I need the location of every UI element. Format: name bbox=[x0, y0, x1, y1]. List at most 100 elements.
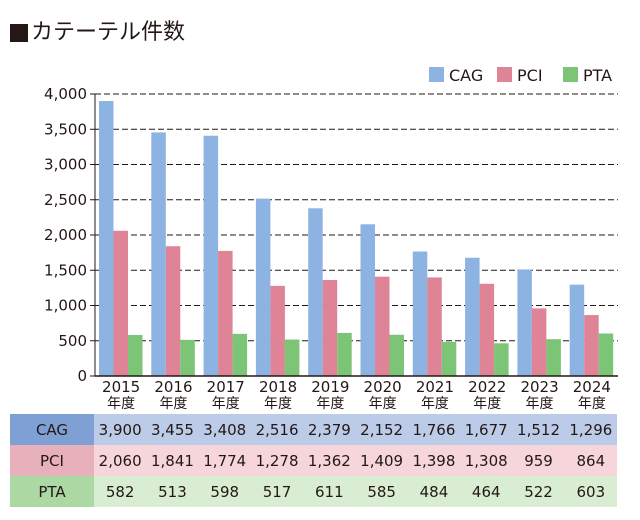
table-cell: 1,362 bbox=[303, 445, 356, 476]
bar-pci bbox=[427, 277, 442, 376]
legend-swatch-cag bbox=[429, 67, 444, 82]
data-table: CAG 3,900 3,455 3,408 2,516 2,379 2,152 1,766 1,… bbox=[10, 414, 617, 507]
table-cell: 2,516 bbox=[250, 414, 304, 445]
bar-pci bbox=[113, 230, 128, 376]
bar-cag bbox=[465, 257, 480, 376]
table-cell: 611 bbox=[303, 476, 356, 507]
y-tick-label: 2,500 bbox=[44, 191, 87, 209]
x-tick-suffix: 年度 bbox=[421, 396, 449, 410]
table-cell: 513 bbox=[146, 476, 199, 507]
y-tick-label: 500 bbox=[58, 332, 87, 350]
y-tick-label: 1,500 bbox=[44, 261, 87, 279]
table-cell: 484 bbox=[407, 476, 461, 507]
table-cell: 1,841 bbox=[146, 445, 199, 476]
table-row-pci: PCI 2,060 1,841 1,774 1,278 1,362 1,409 1,398 1,… bbox=[10, 445, 617, 476]
x-tick-label: 2015 bbox=[102, 378, 140, 396]
bar-pta bbox=[232, 333, 248, 376]
x-tick-suffix: 年度 bbox=[159, 396, 187, 410]
bar-cag bbox=[99, 101, 114, 377]
legend-label-cag: CAG bbox=[449, 66, 483, 85]
x-tick-label: 2020 bbox=[364, 378, 402, 396]
table-cell: 1,512 bbox=[512, 414, 565, 445]
bar-pta bbox=[128, 334, 143, 376]
table-cell: 3,408 bbox=[198, 414, 251, 445]
x-tick-label: 2022 bbox=[468, 378, 506, 396]
x-tick-suffix: 年度 bbox=[578, 396, 606, 410]
bar-cag bbox=[203, 135, 219, 376]
bar-chart: 0 500 1,000 1,500 2,000 2,500 3,000 3,500 4,000 2… bbox=[44, 66, 618, 410]
bar-pci bbox=[165, 246, 181, 376]
table-cell: 1,308 bbox=[460, 445, 513, 476]
legend-label-pci: PCI bbox=[517, 66, 543, 85]
table-cell: 1,677 bbox=[460, 414, 513, 445]
row-header: PTA bbox=[10, 476, 94, 507]
table-cell: 582 bbox=[94, 476, 147, 507]
x-tick-label: 2023 bbox=[520, 378, 558, 396]
bar-pta bbox=[389, 334, 404, 376]
bar-pta bbox=[441, 341, 457, 376]
bar-pta bbox=[284, 339, 300, 376]
table-cell: 864 bbox=[564, 445, 617, 476]
y-tick-label: 2,000 bbox=[44, 226, 87, 244]
bar-pci bbox=[479, 283, 495, 376]
bar-pta bbox=[337, 332, 352, 376]
y-tick-label: 0 bbox=[77, 367, 87, 385]
bar-pci bbox=[375, 276, 390, 376]
chart-title: カテーテル件数 bbox=[10, 18, 185, 48]
x-tick-label: 2017 bbox=[207, 378, 245, 396]
bar-cag bbox=[308, 208, 323, 376]
x-tick-suffix: 年度 bbox=[369, 396, 397, 410]
y-tick-label: 4,000 bbox=[44, 85, 87, 103]
table-cell: 522 bbox=[512, 476, 565, 507]
table-cell: 959 bbox=[512, 445, 565, 476]
x-tick-suffix: 年度 bbox=[473, 396, 501, 410]
x-tick-label: 2021 bbox=[416, 378, 454, 396]
x-tick-suffix: 年度 bbox=[264, 396, 292, 410]
row-header: CAG bbox=[10, 414, 94, 445]
table-cell: 1,278 bbox=[250, 445, 304, 476]
table-cell: 598 bbox=[198, 476, 251, 507]
y-tick-label: 3,000 bbox=[44, 156, 87, 174]
bar-pci bbox=[531, 308, 547, 376]
x-tick-suffix: 年度 bbox=[316, 396, 344, 410]
x-tick-suffix: 年度 bbox=[107, 396, 135, 410]
table-cell: 603 bbox=[564, 476, 617, 507]
bar-pta bbox=[546, 339, 561, 376]
x-tick-label: 2018 bbox=[259, 378, 297, 396]
x-tick-label: 2024 bbox=[573, 378, 611, 396]
table-cell: 1,409 bbox=[355, 445, 408, 476]
x-tick-label: 2016 bbox=[154, 378, 192, 396]
table-cell: 585 bbox=[355, 476, 408, 507]
table-cell: 464 bbox=[460, 476, 513, 507]
bar-cag bbox=[412, 251, 428, 376]
bar-pta bbox=[180, 339, 195, 376]
bar-pci bbox=[270, 285, 285, 376]
legend-label-pta: PTA bbox=[583, 66, 612, 85]
table-cell: 1,774 bbox=[198, 445, 251, 476]
bar-cag bbox=[151, 132, 166, 376]
table-cell: 2,060 bbox=[94, 445, 147, 476]
bar-pta bbox=[598, 333, 614, 376]
table-cell: 517 bbox=[250, 476, 304, 507]
chart-title-text: カテーテル件数 bbox=[31, 20, 186, 45]
table-cell: 1,766 bbox=[407, 414, 461, 445]
table-cell: 3,900 bbox=[94, 414, 147, 445]
table-row-cag: CAG 3,900 3,455 3,408 2,516 2,379 2,152 1,766 1,… bbox=[10, 414, 617, 445]
legend-swatch-pta bbox=[563, 67, 578, 82]
table-cell: 2,152 bbox=[355, 414, 408, 445]
x-tick-suffix: 年度 bbox=[212, 396, 240, 410]
x-tick-label: 2019 bbox=[311, 378, 349, 396]
x-tick-suffix: 年度 bbox=[526, 396, 554, 410]
bar-pci bbox=[218, 250, 233, 376]
legend-swatch-pci bbox=[497, 67, 512, 82]
bar-cag bbox=[517, 269, 532, 376]
y-tick-label: 1,000 bbox=[44, 297, 87, 315]
bar-cag bbox=[255, 198, 271, 376]
table-cell: 1,296 bbox=[564, 414, 617, 445]
table-cell: 2,379 bbox=[303, 414, 356, 445]
bar-cag bbox=[360, 224, 375, 376]
bar-pci bbox=[584, 315, 599, 376]
table-cell: 3,455 bbox=[146, 414, 199, 445]
bar-cag bbox=[569, 284, 585, 376]
bar-pta bbox=[494, 343, 509, 376]
